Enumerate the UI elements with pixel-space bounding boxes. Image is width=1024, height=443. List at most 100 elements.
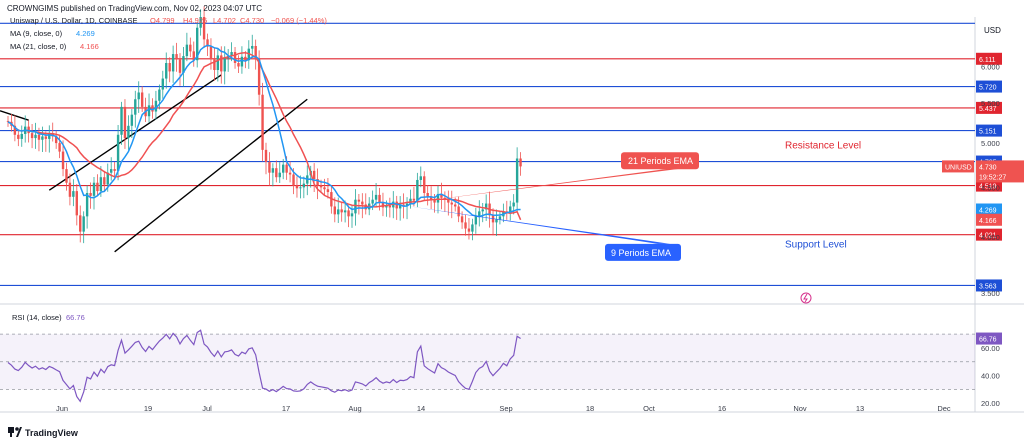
time-tick-label: 19 bbox=[144, 404, 152, 413]
chart-legend: CROWNGIMS published on TradingView.com, … bbox=[7, 4, 1001, 322]
candle-body bbox=[182, 56, 185, 73]
price-tick-label: 5.500 bbox=[981, 99, 1000, 108]
candle-body bbox=[140, 92, 144, 107]
candle-body bbox=[223, 58, 226, 72]
ema9-callout-box bbox=[605, 243, 681, 261]
rsi-line bbox=[7, 329, 521, 403]
candle-body bbox=[165, 63, 168, 79]
candle-body bbox=[189, 44, 192, 52]
price-axis[interactable]: 6.1115.7205.4375.1514.7854.5194.0213.563… bbox=[942, 52, 1024, 408]
candle-body bbox=[378, 194, 381, 203]
symbol-badge bbox=[942, 160, 974, 173]
candle-body bbox=[419, 176, 422, 180]
candle-body bbox=[471, 224, 474, 232]
candle-body bbox=[381, 202, 385, 208]
candle-body bbox=[333, 206, 336, 215]
ma-value-badge bbox=[976, 213, 1002, 226]
channel-lower-line bbox=[114, 98, 308, 253]
price-tick-label: 5.000 bbox=[981, 139, 1000, 148]
level-badge bbox=[976, 101, 1002, 114]
rsi-current-value: 66.76 bbox=[66, 313, 85, 322]
rsi-panel bbox=[0, 329, 975, 403]
candle-body bbox=[127, 125, 130, 139]
candle-body bbox=[343, 210, 347, 213]
candle-body bbox=[58, 143, 61, 152]
time-tick-label: Oct bbox=[643, 404, 656, 413]
candle-body bbox=[292, 174, 295, 186]
level-badge bbox=[976, 52, 1002, 65]
candle-body bbox=[120, 106, 123, 135]
candle-body bbox=[436, 193, 440, 203]
ohlc-close: C4.730 bbox=[240, 16, 264, 25]
candle-body bbox=[498, 216, 502, 220]
candle-body bbox=[354, 199, 357, 214]
ma9-line bbox=[7, 44, 521, 218]
candle-body bbox=[202, 17, 206, 40]
candle-body bbox=[257, 59, 261, 95]
candle-body bbox=[185, 44, 189, 57]
candle-body bbox=[20, 133, 23, 139]
ma21-value: 4.166 bbox=[80, 42, 99, 51]
candle-body bbox=[323, 187, 326, 190]
time-tick-label: 16 bbox=[718, 404, 726, 413]
horizontal-levels bbox=[0, 22, 975, 287]
candle-body bbox=[347, 210, 350, 217]
candle-body bbox=[457, 206, 460, 217]
ohlc-high: H4.925 bbox=[183, 16, 207, 25]
candle-body bbox=[17, 134, 20, 139]
rsi-tick-label: 60.00 bbox=[981, 344, 1000, 353]
candle-body bbox=[478, 211, 481, 217]
candle-body bbox=[481, 209, 484, 212]
candle-body bbox=[440, 193, 443, 198]
candle-body bbox=[134, 99, 137, 115]
ema21-callout-label: 21 Periods EMA bbox=[628, 156, 693, 166]
support-level-label: Support Level bbox=[785, 239, 847, 250]
time-tick-label: Jun bbox=[56, 404, 68, 413]
candle-body bbox=[13, 125, 17, 135]
candle-body bbox=[299, 187, 302, 189]
candle-body bbox=[454, 204, 457, 207]
lightning-bolt-icon bbox=[803, 293, 808, 303]
rsi-title: RSI (14, close) bbox=[12, 313, 62, 322]
ma9-label: MA (9, close, 0) bbox=[10, 29, 63, 38]
rsi-current-badge bbox=[976, 332, 1002, 345]
candle-body bbox=[268, 161, 271, 173]
candle-body bbox=[237, 63, 240, 67]
candle-body bbox=[240, 56, 244, 67]
candle-body bbox=[244, 56, 247, 61]
candle-body bbox=[350, 213, 354, 217]
candle-body bbox=[151, 105, 154, 112]
price-tick-label: 4.500 bbox=[981, 183, 1000, 192]
candle-body bbox=[388, 205, 392, 208]
candle-body bbox=[402, 204, 405, 206]
level-badge-label: 5.720 bbox=[979, 85, 997, 92]
candle-body bbox=[30, 133, 34, 139]
candle-body bbox=[416, 179, 419, 201]
tradingview-brand[interactable]: TradingView bbox=[8, 427, 79, 438]
tradingview-wordmark: TradingView bbox=[25, 428, 79, 438]
candle-body bbox=[251, 45, 254, 49]
candle-body bbox=[337, 209, 340, 215]
candle-body bbox=[85, 193, 89, 217]
time-tick-label: Aug bbox=[348, 404, 361, 413]
candle-body bbox=[158, 89, 161, 101]
resistance-level-label: Resistance Level bbox=[785, 141, 861, 152]
candle-body bbox=[282, 164, 285, 173]
level-badge-label: 3.563 bbox=[979, 283, 997, 290]
candle-body bbox=[261, 94, 264, 150]
rsi-tick-label: 20.00 bbox=[981, 399, 1000, 408]
level-badge-label: 4.021 bbox=[979, 233, 997, 240]
level-badge-label: 4.519 bbox=[979, 184, 997, 191]
candle-body bbox=[178, 59, 182, 73]
ma-value-badge-label: 4.166 bbox=[979, 218, 997, 225]
candle-body bbox=[464, 222, 467, 229]
candle-body bbox=[361, 201, 364, 205]
candle-body bbox=[79, 215, 82, 232]
candle-body bbox=[106, 172, 109, 185]
candle-body bbox=[192, 51, 195, 61]
lightning-event-icon bbox=[800, 292, 812, 304]
time-axis[interactable]: Jun 19 Jul 17 Aug 14 Sep 18 Oct 16 Nov 13 Dec bbox=[56, 404, 951, 413]
ema9-callout-label: 9 Periods EMA bbox=[611, 248, 671, 258]
time-tick-label: Jul bbox=[202, 404, 212, 413]
candle-body bbox=[103, 177, 106, 185]
